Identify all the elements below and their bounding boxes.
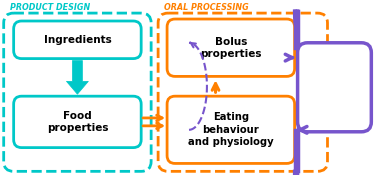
Text: Eating
behaviour
and physiology: Eating behaviour and physiology [188, 112, 274, 147]
Text: PRODUCT DESIGN: PRODUCT DESIGN [10, 3, 90, 12]
Text: Food
properties: Food properties [46, 111, 108, 133]
FancyBboxPatch shape [167, 19, 294, 76]
FancyBboxPatch shape [14, 96, 141, 148]
Text: Ingredients: Ingredients [43, 35, 111, 45]
FancyBboxPatch shape [14, 21, 141, 59]
FancyBboxPatch shape [297, 43, 371, 132]
Text: ORAL PROCESSING: ORAL PROCESSING [164, 3, 249, 12]
FancyBboxPatch shape [167, 96, 294, 164]
Text: DYNAMIC
TEXTURE
PERCEPTION: DYNAMIC TEXTURE PERCEPTION [302, 72, 366, 103]
Polygon shape [67, 61, 88, 94]
Text: Bolus
properties: Bolus properties [200, 36, 262, 59]
